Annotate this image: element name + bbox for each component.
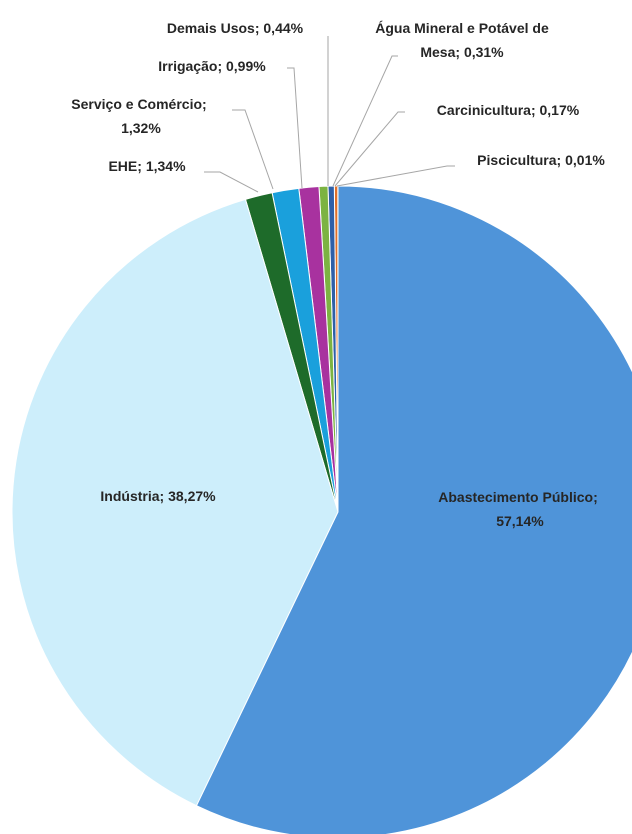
data-label: EHE1,34% xyxy=(108,154,185,178)
data-label: Serviço e Comércio 1,32% xyxy=(64,92,214,140)
data-label: Água Mineral e Potável de Mesa0,31% xyxy=(375,16,550,64)
value-label: 0,17% xyxy=(539,102,580,118)
data-label: Abastecimento Público 57,14% xyxy=(413,485,623,533)
category-name: Indústria xyxy=(100,488,164,504)
pie-slice xyxy=(11,198,339,807)
value-label: 0,44% xyxy=(263,20,304,36)
data-label: Piscicultura0,01% xyxy=(477,148,605,172)
value-label: 0,31% xyxy=(463,44,504,60)
leader-lines xyxy=(204,36,455,193)
leader-line xyxy=(332,55,398,187)
value-label: 0,01% xyxy=(565,152,605,168)
category-name: Piscicultura xyxy=(477,152,561,168)
pie-slice xyxy=(195,185,632,834)
category-name: Irrigação xyxy=(158,58,222,74)
value-label: 38,27% xyxy=(168,488,216,504)
data-label: Indústria38,27% xyxy=(100,484,215,508)
category-name: Demais Usos xyxy=(167,20,260,36)
leader-line xyxy=(204,171,259,193)
data-label: Irrigação0,99% xyxy=(158,54,265,78)
value-label: 0,99% xyxy=(226,58,266,74)
category-name: Carcinicultura xyxy=(437,102,536,118)
leader-line xyxy=(334,111,405,187)
value-label: 57,14% xyxy=(496,513,544,529)
leader-line xyxy=(232,109,274,190)
category-name: Abastecimento Público xyxy=(438,489,597,505)
data-label: Demais Usos0,44% xyxy=(167,16,303,40)
category-name: Serviço e Comércio xyxy=(71,96,206,112)
category-name: EHE xyxy=(108,158,141,174)
value-label: 1,34% xyxy=(145,158,186,174)
value-label: 1,32% xyxy=(121,120,161,136)
leader-line xyxy=(336,165,455,187)
leader-line xyxy=(287,67,303,189)
data-label: Carcinicultura0,17% xyxy=(437,98,579,122)
